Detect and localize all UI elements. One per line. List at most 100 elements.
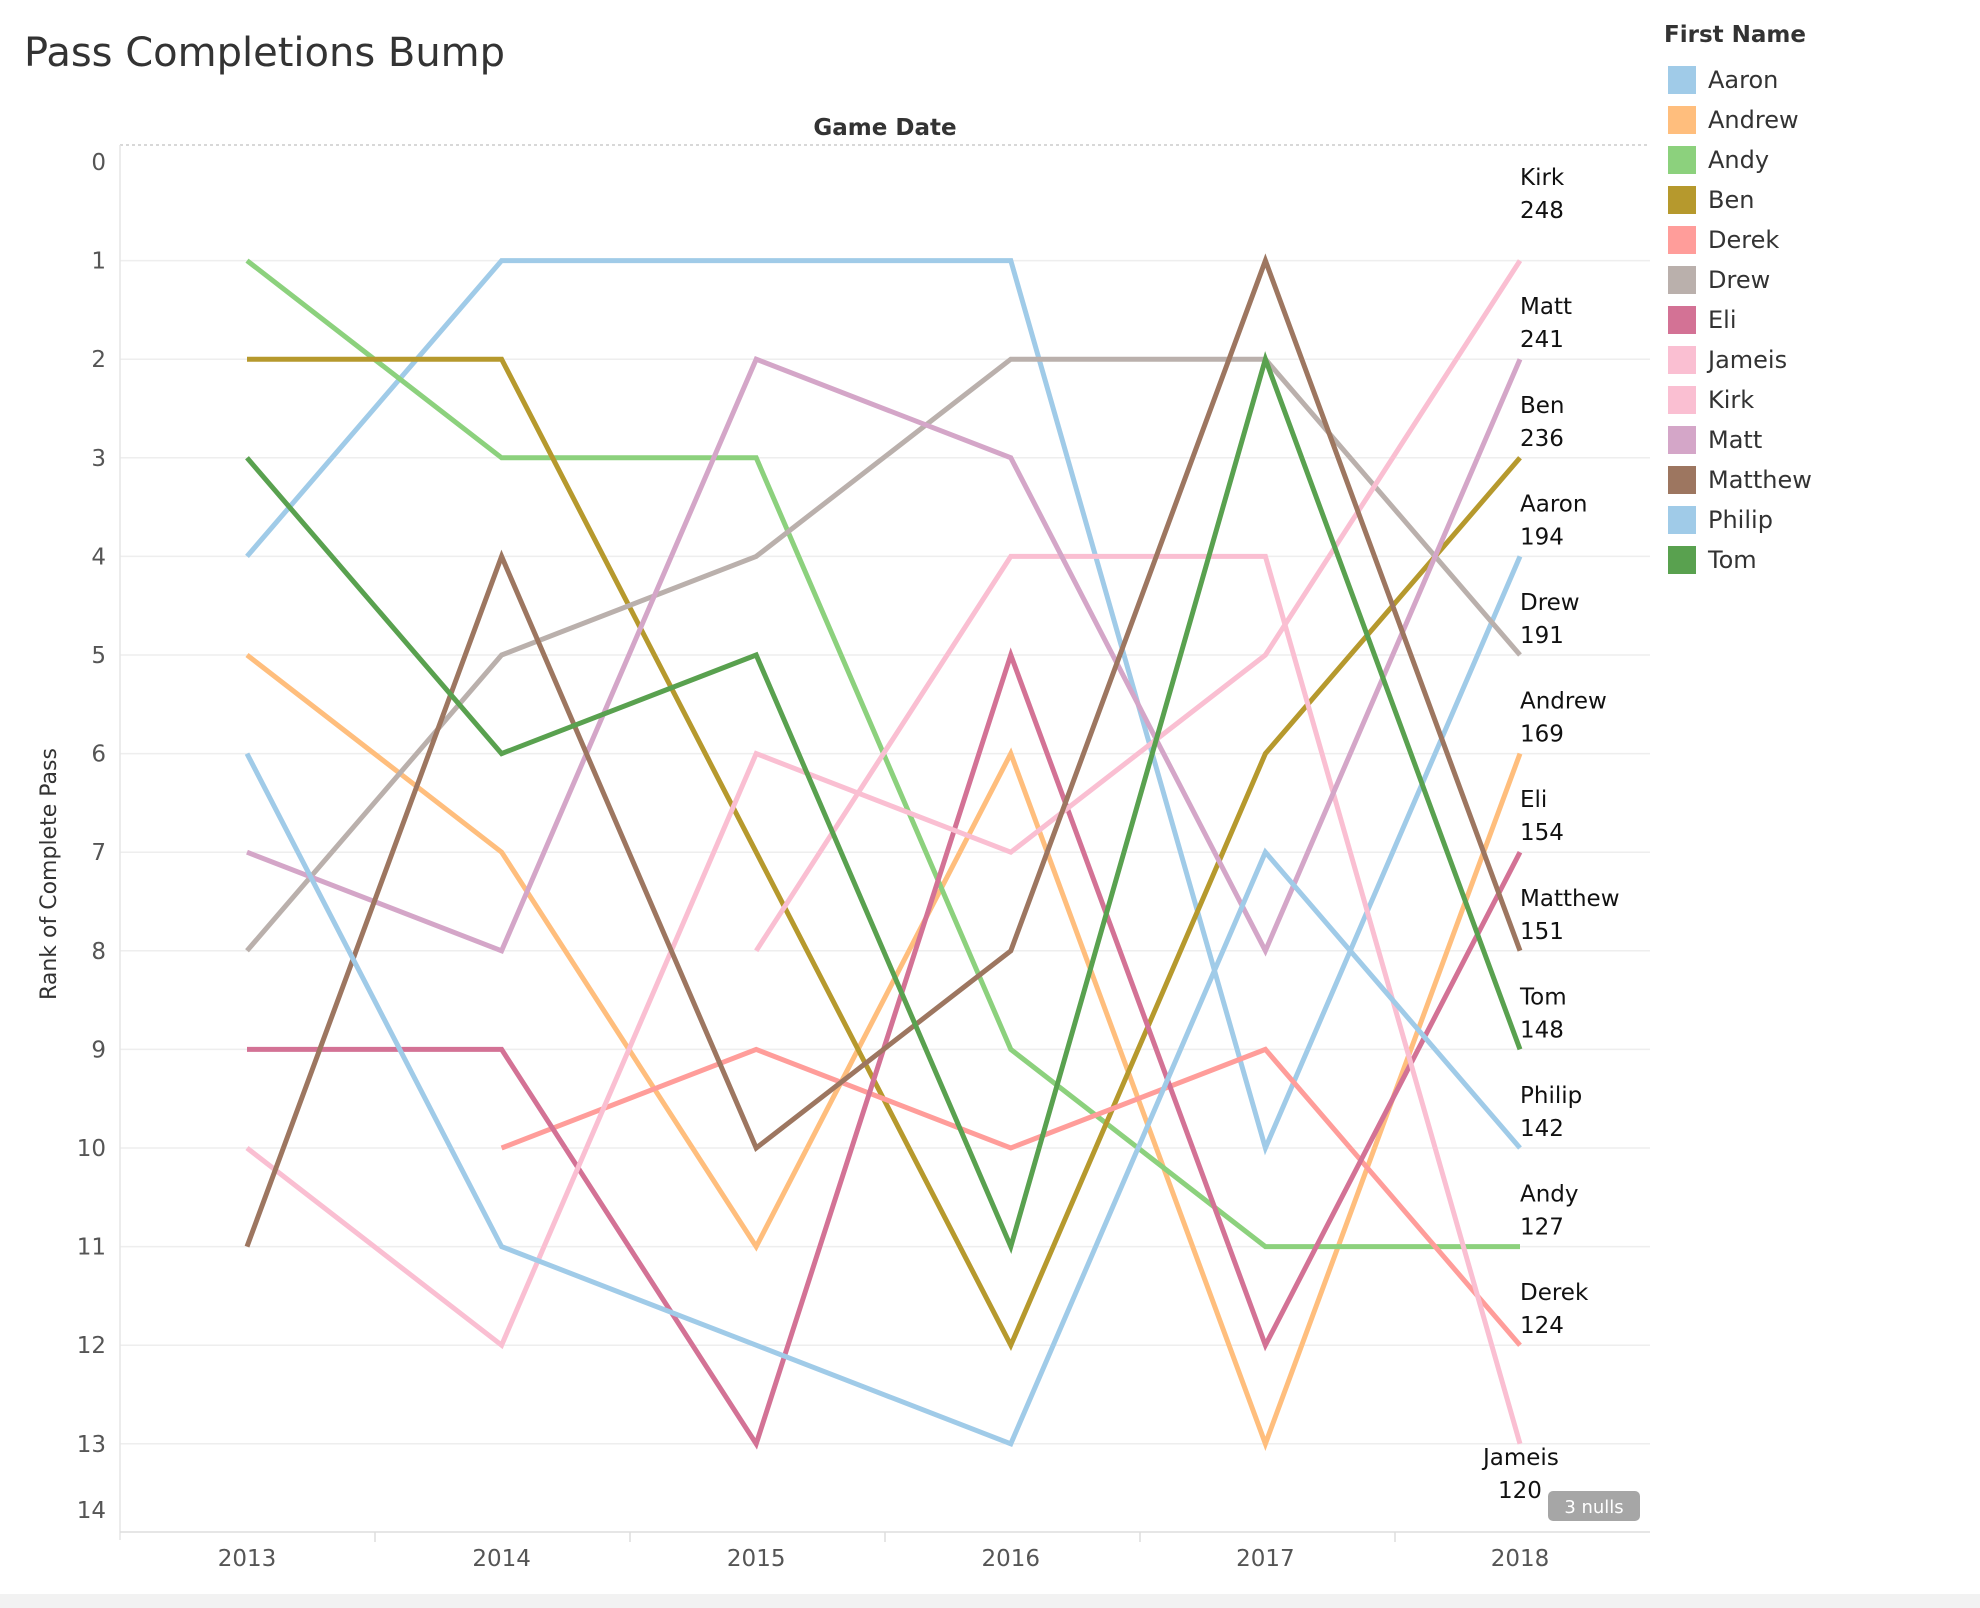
end-label-value: 127: [1520, 1215, 1564, 1241]
column-header: Game Date: [813, 115, 956, 141]
series-line-derek[interactable]: [500, 1046, 1522, 1347]
end-label-value: 148: [1520, 1017, 1564, 1043]
legend-label: Andrew: [1708, 106, 1799, 134]
y-tick-label: 7: [91, 840, 106, 866]
x-tick-label: 2018: [1491, 1546, 1550, 1572]
legend-swatch: [1668, 546, 1696, 574]
end-label-value: 124: [1520, 1313, 1564, 1339]
series-line-matthew[interactable]: [244, 253, 1523, 1248]
legend-item-jameis[interactable]: Jameis: [1668, 340, 1812, 380]
series-line-aaron[interactable]: [245, 258, 1523, 1156]
legend-label: Matthew: [1708, 466, 1812, 494]
legend-label: Jameis: [1708, 346, 1788, 374]
end-label-name: Tom: [1519, 984, 1567, 1010]
legend-label: Ben: [1708, 186, 1755, 214]
legend-item-drew[interactable]: Drew: [1668, 260, 1812, 300]
legend-item-ben[interactable]: Ben: [1668, 180, 1812, 220]
legend-item-derek[interactable]: Derek: [1668, 220, 1812, 260]
legend-item-matthew[interactable]: Matthew: [1668, 460, 1812, 500]
end-label-name: Aaron: [1520, 491, 1587, 517]
nulls-badge-bg[interactable]: [1548, 1491, 1640, 1521]
x-tick-label: 2017: [1236, 1546, 1295, 1572]
legend-swatch: [1668, 226, 1696, 254]
end-label-name: Andy: [1520, 1182, 1579, 1208]
x-tick-marks: [374, 1532, 1396, 1542]
legend-item-matt[interactable]: Matt: [1668, 420, 1812, 460]
legend-item-philip[interactable]: Philip: [1668, 500, 1812, 540]
legend-label: Drew: [1708, 266, 1771, 294]
end-label-name: Matthew: [1520, 886, 1620, 912]
legend-swatch: [1668, 466, 1696, 494]
legend-label: Tom: [1708, 546, 1757, 574]
end-label-name: Eli: [1520, 787, 1547, 813]
legend-item-andy[interactable]: Andy: [1668, 140, 1812, 180]
end-label-value: 151: [1520, 919, 1564, 945]
legend-swatch: [1668, 386, 1696, 414]
legend-item-kirk[interactable]: Kirk: [1668, 380, 1812, 420]
legend-swatch: [1668, 146, 1696, 174]
legend-label: Derek: [1708, 226, 1780, 254]
y-tick-label: 1: [91, 249, 106, 275]
end-label-value: 241: [1520, 327, 1564, 353]
bottom-band: [0, 1594, 1980, 1608]
series-line-matt[interactable]: [246, 355, 1523, 957]
legend-swatch: [1668, 266, 1696, 294]
x-tick-label: 2015: [727, 1546, 786, 1572]
y-tick-label: 11: [77, 1235, 106, 1261]
x-tick-label: 2016: [982, 1546, 1041, 1572]
end-label-value: 120: [1498, 1478, 1542, 1504]
legend-title: First Name: [1664, 22, 1806, 48]
x-tick-label: 2013: [218, 1546, 277, 1572]
series-line-andrew[interactable]: [245, 653, 1523, 1452]
end-label-name: Kirk: [1520, 165, 1565, 191]
chart-title: Pass Completions Bump: [24, 30, 506, 76]
x-tick-label: 2014: [472, 1546, 531, 1572]
legend-swatch: [1668, 106, 1696, 134]
series-line-philip[interactable]: [244, 752, 1522, 1448]
end-label-name: Derek: [1520, 1280, 1589, 1306]
end-label-value: 169: [1520, 722, 1564, 748]
end-label-name: Matt: [1520, 294, 1572, 320]
legend-label: Matt: [1708, 426, 1763, 454]
y-tick-label: 2: [91, 347, 106, 373]
legend-item-andrew[interactable]: Andrew: [1668, 100, 1812, 140]
end-labels: Kirk 248 Matt 241 Ben 236 Aaron 194 Drew 191 Andre…: [1481, 165, 1620, 1504]
end-label-name: Drew: [1520, 590, 1580, 616]
series-lines[interactable]: [244, 253, 1523, 1452]
y-tick-label: 13: [77, 1432, 106, 1458]
legend-swatch: [1668, 426, 1696, 454]
legend-label: Philip: [1708, 506, 1773, 534]
legend-label: Andy: [1708, 146, 1770, 174]
nulls-badge-label[interactable]: 3 nulls: [1564, 1497, 1623, 1518]
legend-swatch: [1668, 506, 1696, 534]
legend-swatch: [1668, 66, 1696, 94]
end-label-value: 248: [1520, 198, 1564, 224]
nulls-indicator[interactable]: 3 nulls: [1548, 1491, 1640, 1521]
end-label-name: Andrew: [1520, 689, 1607, 715]
legend-swatch: [1668, 186, 1696, 214]
bump-chart: Game Date Rank of Complete Pass 01234567…: [37, 115, 1650, 1572]
end-label-value: 236: [1520, 426, 1564, 452]
y-tick-label: 6: [91, 742, 106, 768]
legend-item-aaron[interactable]: Aaron: [1668, 60, 1812, 100]
y-axis-label: Rank of Complete Pass: [37, 748, 62, 1000]
end-label-value: 191: [1520, 623, 1564, 649]
y-tick-label: 14: [77, 1498, 106, 1524]
legend[interactable]: Aaron Andrew Andy Ben Derek Drew Eli Jameis Kirk…: [1668, 60, 1812, 580]
x-tick-labels: 2013 2014 2015 2016 2017 2018: [218, 1546, 1550, 1572]
end-label-value: 142: [1520, 1116, 1564, 1142]
y-tick-label: 3: [91, 446, 106, 472]
legend-item-tom[interactable]: Tom: [1668, 540, 1812, 580]
legend-label: Eli: [1708, 306, 1737, 334]
end-label-value: 154: [1520, 820, 1564, 846]
legend-swatch: [1668, 306, 1696, 334]
legend-item-eli[interactable]: Eli: [1668, 300, 1812, 340]
legend-swatch: [1668, 346, 1696, 374]
y-tick-label: 0: [91, 150, 106, 176]
end-label-name: Ben: [1520, 393, 1565, 419]
series-line-kirk[interactable]: [245, 259, 1523, 1350]
y-tick-label: 10: [77, 1136, 106, 1162]
y-tick-label: 9: [91, 1037, 106, 1063]
series-line-tom[interactable]: [245, 351, 1523, 1255]
